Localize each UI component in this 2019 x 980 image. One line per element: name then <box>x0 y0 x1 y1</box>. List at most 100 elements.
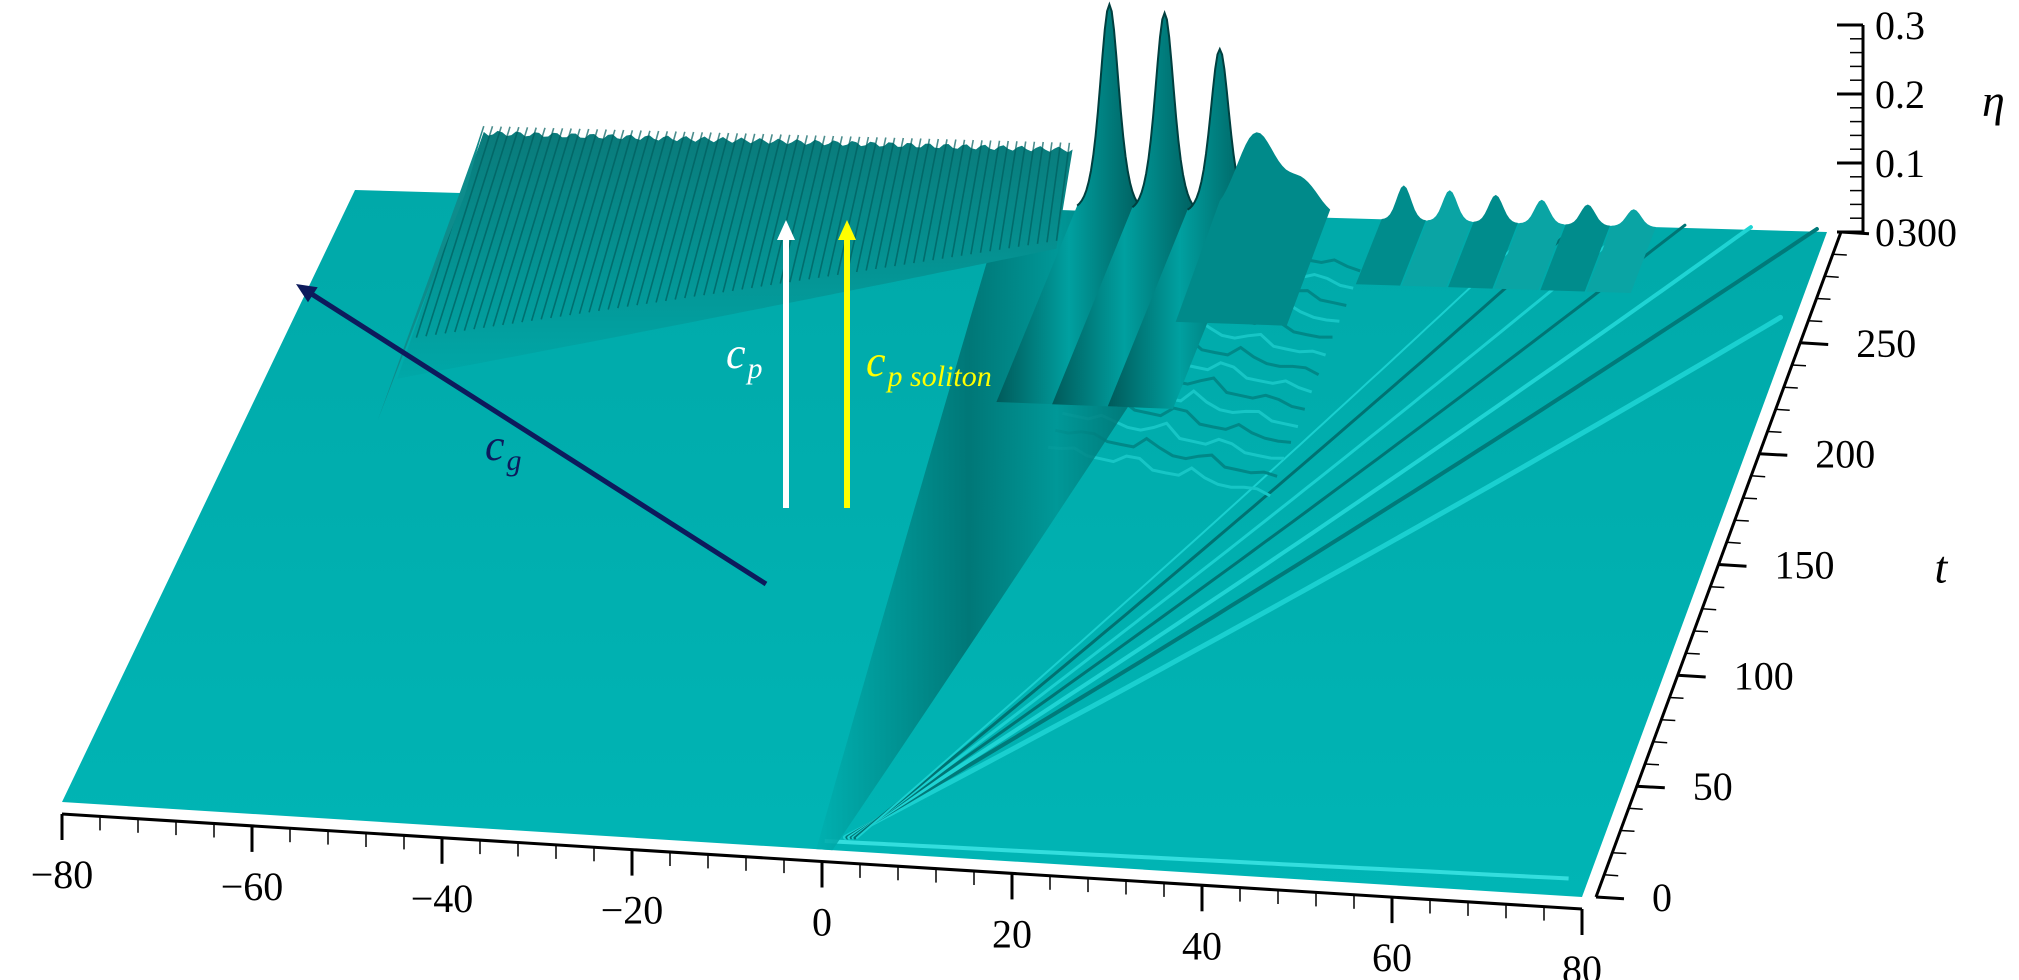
wavetrain-crest <box>960 140 983 256</box>
t-tick-label: 100 <box>1734 653 1794 698</box>
wavetrain-crest <box>989 140 1009 252</box>
wavetrain-crest <box>846 137 878 274</box>
wavetrain-crest <box>951 139 974 258</box>
t-axis-minor-tick <box>1669 696 1684 700</box>
wavetrain-crest <box>1017 141 1036 247</box>
wavetrain-crest <box>970 140 992 255</box>
x-tick-label: −20 <box>601 888 664 933</box>
wavetrain-crest <box>1046 142 1062 243</box>
surface-ridge <box>845 227 1819 840</box>
surface-small-peak <box>1586 209 1656 293</box>
cp-soliton-arrowhead <box>838 220 856 240</box>
soliton-peak <box>1107 49 1252 409</box>
t-tick-label: 300 <box>1897 210 1957 255</box>
t-axis-minor-tick <box>1726 541 1741 544</box>
eta-tick-label: 0.3 <box>1875 3 1925 48</box>
cg-arrowhead <box>296 284 318 303</box>
wavetrain-crest <box>741 134 782 290</box>
wavetrain-crest <box>941 139 966 259</box>
wavetrain-crest <box>502 128 564 326</box>
wavetrain-crest <box>434 126 503 336</box>
wavetrain-crest <box>827 136 861 277</box>
wavetrain-crest <box>913 138 940 264</box>
wavetrain-crest <box>894 138 922 267</box>
label-subscript: p soliton <box>886 360 992 393</box>
x-tick-label: −40 <box>411 876 474 921</box>
wavetrain-crest <box>789 135 826 283</box>
surface-ridge <box>853 220 1582 840</box>
wavetrain-crest <box>817 136 852 278</box>
surface-small-peak <box>1540 204 1610 292</box>
t-axis-minor-tick <box>1734 519 1749 522</box>
t-axis: 0 50 100 150 200 250 300 t <box>1594 210 1957 920</box>
wavetrain-crest <box>979 140 1001 253</box>
wavetrain-crest <box>559 129 616 317</box>
wavetrain-crest <box>903 138 931 265</box>
surface-dispersive-wavetrain <box>377 125 1073 420</box>
x-axis: −80 −60 −40 −20 0 20 40 60 80 <box>31 812 1602 980</box>
wavetrain-crest <box>636 131 686 306</box>
wavetrain-crest <box>750 134 791 289</box>
wavetrain-crest <box>808 136 843 280</box>
t-axis-title: t <box>1935 542 1949 593</box>
t-axis-minor-tick <box>1644 763 1660 766</box>
wavetrain-crest <box>655 132 704 303</box>
wavetrain-crest <box>597 130 651 312</box>
wavetrain-crest <box>932 139 957 261</box>
surface-small-peak <box>1448 194 1518 289</box>
t-axis-minor-tick <box>1620 829 1635 833</box>
t-axis-minor-tick <box>1653 741 1668 744</box>
wavetrain-crest <box>884 138 913 268</box>
wavetrain-crest <box>454 126 520 333</box>
wavetrain-crest <box>578 130 634 314</box>
wavetrain-crest <box>550 129 607 319</box>
surface-ridge <box>843 314 1783 840</box>
wavetrain-crest <box>511 128 572 324</box>
x-tick-label: 60 <box>1372 935 1412 980</box>
cg-arrow <box>308 290 768 587</box>
wavetrain-crest <box>521 128 581 323</box>
t-axis-minor-tick <box>1816 297 1831 301</box>
x-tick-label: 0 <box>812 900 832 945</box>
soliton-peak <box>996 4 1142 405</box>
t-axis-major-tick <box>1636 784 1665 790</box>
x-tick-label: 40 <box>1182 923 1222 968</box>
t-tick-label: 200 <box>1815 432 1875 477</box>
t-axis-minor-tick <box>1824 275 1839 278</box>
t-axis-minor-tick <box>1661 718 1676 722</box>
wavetrain-crest <box>645 131 695 305</box>
x-tick-label: −80 <box>31 852 94 897</box>
t-axis-minor-tick <box>1832 253 1847 256</box>
eta-axis-title: η <box>1982 75 2005 126</box>
wavetrain-crest <box>482 127 546 329</box>
surface-ridge <box>849 223 1687 840</box>
eta-tick-label: 0 <box>1875 210 1895 255</box>
eta-axis: 0 0.1 0.2 0.3 η <box>1837 3 2005 255</box>
x-tick-label: −60 <box>221 864 284 909</box>
t-axis-major-tick <box>1759 452 1788 457</box>
wavetrain-crest <box>569 129 625 316</box>
label-subscript: p <box>746 352 763 385</box>
wavetrain-crest <box>664 132 712 302</box>
surface-small-peak <box>1494 199 1564 290</box>
t-axis-minor-tick <box>1604 874 1619 877</box>
wavetrain-crest <box>626 131 677 307</box>
t-axis-minor-tick <box>1685 652 1700 655</box>
t-axis-minor-tick <box>1767 430 1782 434</box>
t-axis-minor-tick <box>1775 408 1790 411</box>
cg-annotation: cg <box>296 284 768 587</box>
surface-small-peak <box>1355 185 1426 286</box>
surface-ridge <box>847 225 1753 840</box>
t-axis-minor-tick <box>1783 386 1798 389</box>
wavetrain-crest <box>703 133 747 296</box>
wavetrain-crest <box>922 139 948 262</box>
x-tick-label: 20 <box>992 911 1032 956</box>
wavetrain-crest <box>1036 142 1053 244</box>
wavetrain-crest <box>588 130 642 313</box>
soliton-peak-edge <box>1131 10 1198 210</box>
wavetrain-body <box>397 130 1073 379</box>
t-axis-minor-tick <box>1693 630 1709 633</box>
soliton-peak <box>1052 13 1197 407</box>
t-tick-label: 0 <box>1652 875 1672 920</box>
